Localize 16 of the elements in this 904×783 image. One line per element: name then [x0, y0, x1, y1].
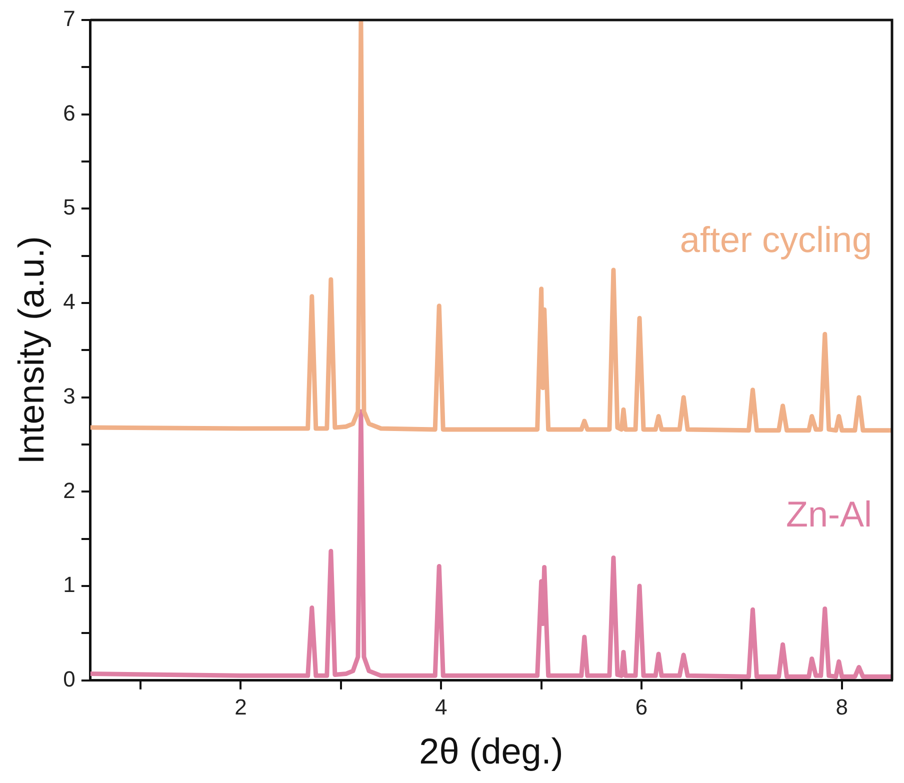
y-tick-label: 2	[63, 478, 76, 503]
y-tick-label: 7	[63, 6, 76, 32]
x-tick-label: 6	[635, 694, 648, 720]
y-tick-label: 0	[63, 666, 76, 692]
series-label: after cycling	[680, 219, 872, 260]
y-tick-label: 4	[63, 289, 76, 314]
x-tick-label: 8	[836, 694, 848, 720]
y-axis-title: Intensity (a.u.)	[10, 236, 52, 464]
y-tick-label: 6	[63, 100, 76, 126]
x-tick-label: 2	[234, 694, 247, 720]
text: Zn-Al	[786, 494, 872, 535]
x-tick-label: 4	[434, 694, 448, 720]
y-tick-label: 1	[63, 572, 76, 598]
x-axis-title: 2θ (deg.)	[419, 730, 564, 772]
y-tick-label: 3	[63, 383, 76, 408]
y-tick-label: 5	[63, 194, 76, 220]
